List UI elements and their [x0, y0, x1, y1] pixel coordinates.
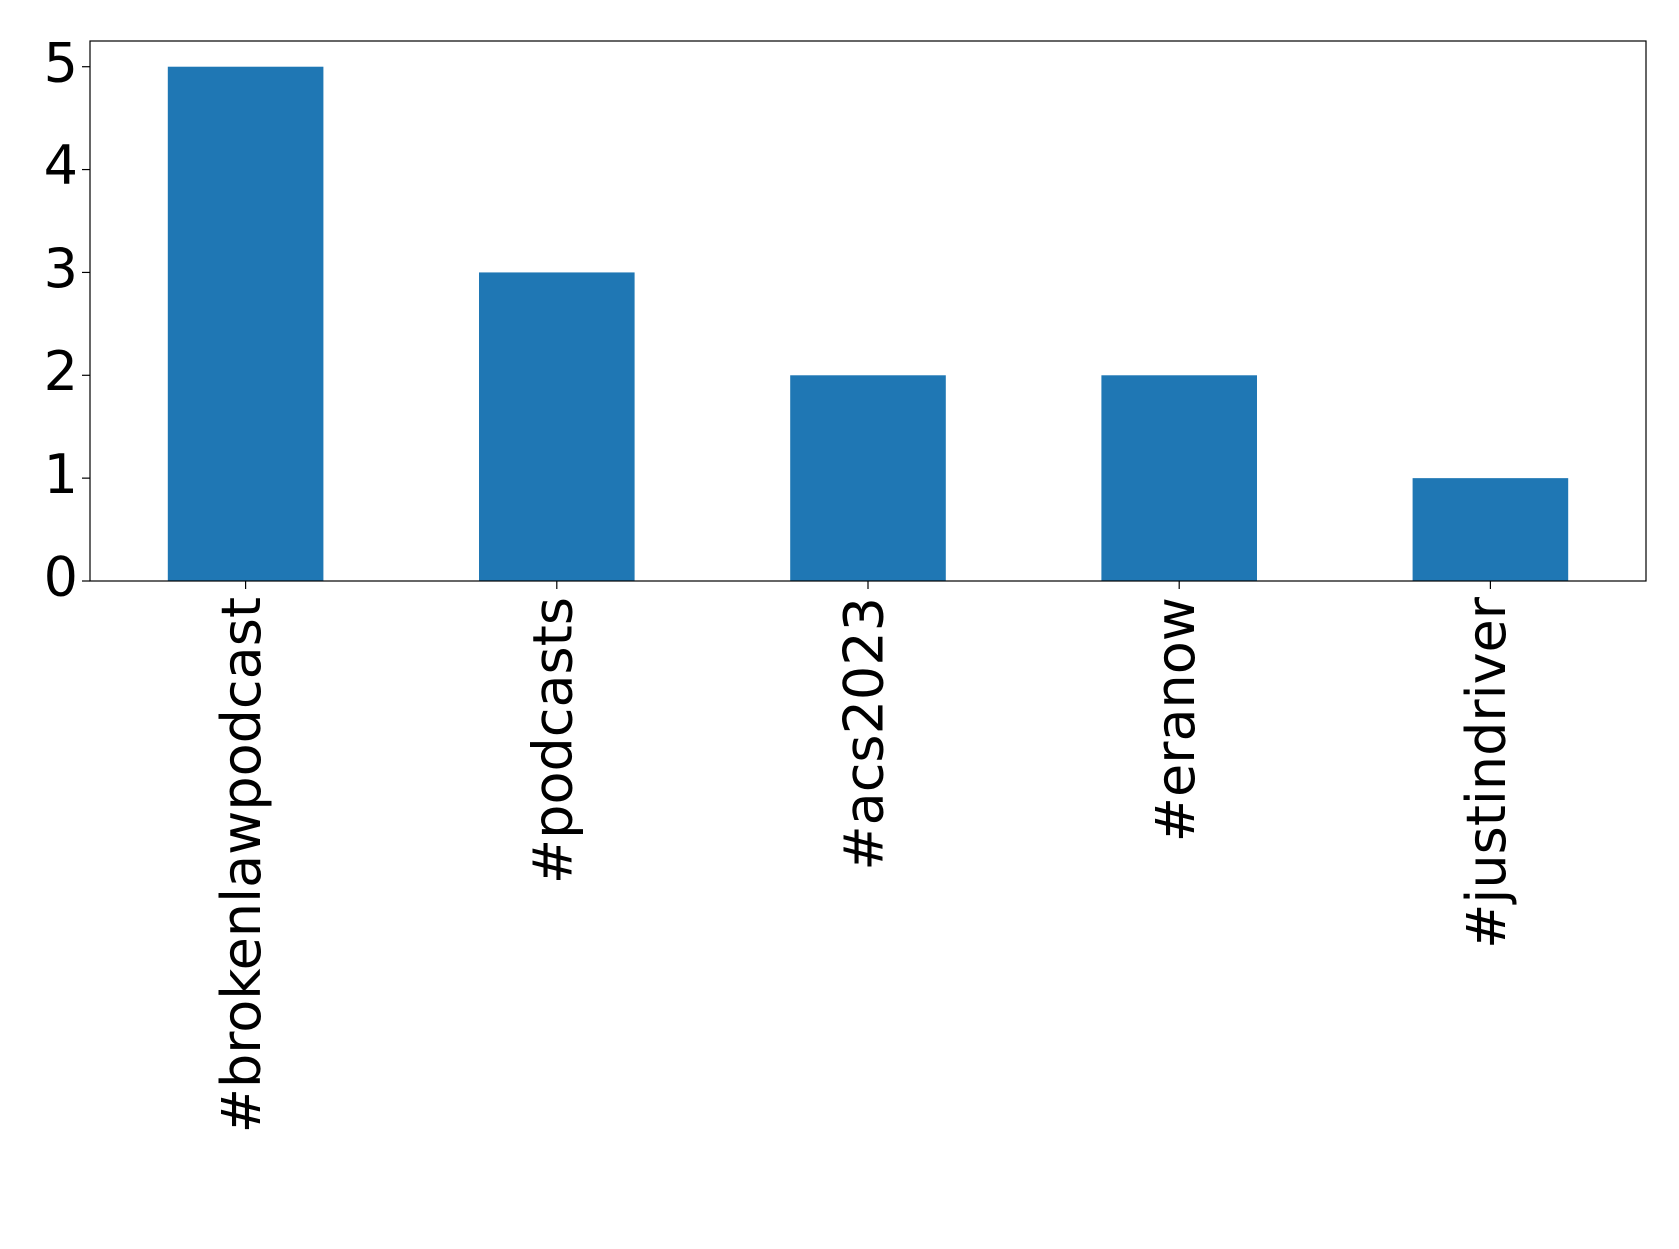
- y-tick-label: 2: [44, 340, 78, 403]
- bar: [167, 66, 324, 581]
- x-tick-label: #acs2023: [833, 597, 896, 871]
- y-tick-label: 5: [44, 31, 78, 94]
- plot-frame: [89, 40, 1647, 582]
- x-tick-label: #podcasts: [521, 597, 584, 884]
- x-tick-label: #justindriver: [1455, 596, 1518, 949]
- y-tick-label: 4: [44, 134, 78, 197]
- x-tick-label: #brokenlawpodcast: [210, 597, 273, 1133]
- bar: [1412, 478, 1569, 581]
- y-tick-label: 3: [44, 237, 78, 300]
- bar: [790, 375, 946, 581]
- y-tick-label: 0: [44, 546, 78, 609]
- bar: [1101, 375, 1257, 581]
- y-tick-label: 1: [44, 443, 78, 506]
- x-tick-label: #eranow: [1144, 597, 1207, 842]
- bar: [479, 272, 635, 581]
